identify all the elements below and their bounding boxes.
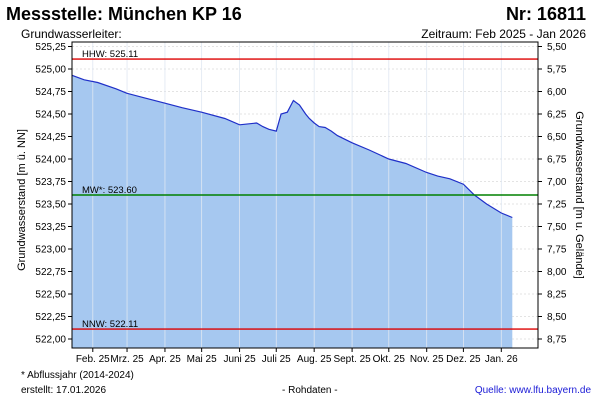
footnote: * Abflussjahr (2014-2024): [21, 370, 134, 381]
y-tick-label-left: 522,25: [35, 312, 66, 323]
y-tick-label-right: 7,75: [547, 245, 567, 256]
x-tick-label: Juni 25: [223, 354, 256, 365]
y-tick-label-left: 524,00: [35, 155, 66, 166]
created-date: erstellt: 17.01.2026: [21, 385, 107, 396]
y-tick-label-right: 6,75: [547, 155, 567, 166]
source-link[interactable]: Quelle: www.lfu.bayern.de: [474, 385, 591, 396]
y-tick-label-right: 8,50: [547, 312, 567, 323]
y-tick-label-left: 524,25: [35, 132, 66, 143]
series-line: [71, 74, 513, 219]
x-tick-label: Nov. 25: [410, 354, 444, 365]
y-tick-label-left: 525,00: [35, 65, 66, 76]
y-tick-label-right: 7,50: [547, 222, 567, 233]
series-area: [72, 75, 513, 349]
y-tick-label-right: 5,75: [547, 65, 567, 76]
x-tick-label: Sept. 25: [333, 354, 371, 365]
aquifer-label: Grundwasserleiter:: [21, 27, 122, 41]
y-tick-label-left: 523,50: [35, 200, 66, 211]
y-tick-label-left: 522,75: [35, 267, 66, 278]
y-tick-label-left: 525,25: [35, 42, 66, 53]
reference-label: MW*: 523.60: [82, 185, 137, 196]
y-tick-label-left: 523,00: [35, 245, 66, 256]
x-tick-label: Mrz. 25: [110, 354, 144, 365]
x-tick-label: Okt. 25: [373, 354, 406, 365]
y-tick-label-left: 522,00: [35, 335, 66, 346]
plot-frame: [71, 41, 539, 349]
y-tick-label-right: 5,50: [547, 42, 567, 53]
y-tick-label-left: 524,75: [35, 87, 66, 98]
x-tick-label: Aug. 25: [297, 354, 332, 365]
y-tick-label-right: 6,00: [547, 87, 567, 98]
x-tick-label: Jan. 26: [485, 354, 518, 365]
page-title: Messstelle: München KP 16: [6, 4, 242, 24]
y-tick-label-right: 8,75: [547, 335, 567, 346]
reference-label: NNW: 522.11: [82, 319, 138, 330]
y-tick-label-right: 6,50: [547, 132, 567, 143]
y-tick-label-left: 523,25: [35, 222, 66, 233]
raw-data-note: - Rohdaten -: [282, 385, 338, 396]
y-tick-label-left: 524,50: [35, 110, 66, 121]
y-tick-label-left: 522,50: [35, 290, 66, 301]
x-tick-label: Juli 25: [262, 354, 291, 365]
y-tick-label-right: 8,00: [547, 267, 567, 278]
x-tick-label: Apr. 25: [149, 354, 181, 365]
y-tick-label-left: 523,75: [35, 177, 66, 188]
reference-label: HHW: 525.11: [82, 49, 138, 60]
x-tick-label: Mai 25: [187, 354, 217, 365]
x-tick-label: Feb. 25: [76, 354, 110, 365]
y-tick-label-right: 7,25: [547, 200, 567, 211]
y-tick-label-right: 6,25: [547, 110, 567, 121]
station-number: Nr: 16811: [505, 4, 586, 24]
y-tick-label-right: 8,25: [547, 290, 567, 301]
y-tick-label-right: 7,00: [547, 177, 567, 188]
period-label: Zeitraum: Feb 2025 - Jan 2026: [421, 27, 586, 41]
x-tick-label: Dez. 25: [446, 354, 481, 365]
